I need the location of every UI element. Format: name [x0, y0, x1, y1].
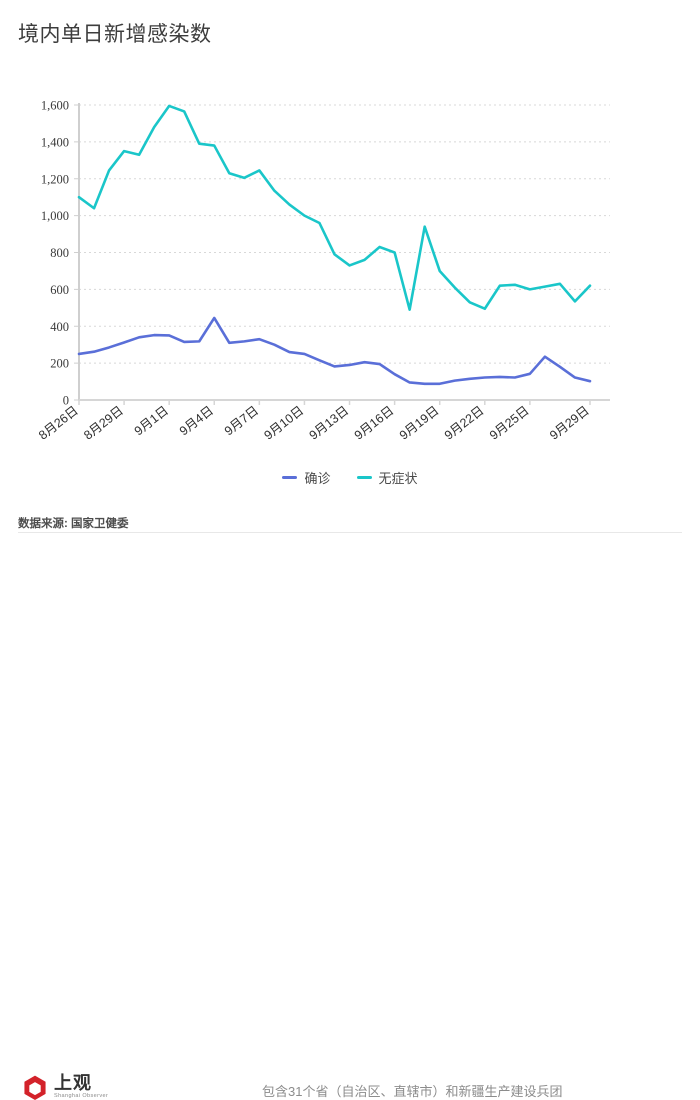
- legend-swatch-icon: [282, 476, 298, 479]
- footer-divider: [18, 532, 682, 533]
- y-tick-label: 200: [50, 357, 69, 371]
- y-tick-label: 800: [50, 246, 69, 260]
- legend-item-无症状[interactable]: 无症状: [356, 468, 418, 487]
- data-source-text: 数据来源: 国家卫健委: [18, 518, 129, 530]
- y-tick-label: 1,000: [41, 209, 69, 223]
- series-line-无症状: [77, 104, 592, 311]
- line-chart: 0 200 400 600 800 1,000 1,200 1,400 1,600 8月26日 8…: [36, 99, 610, 443]
- page-title: 境内单日新增感染数: [18, 23, 212, 46]
- y-tick-label: 600: [50, 283, 69, 297]
- y-tick-label: 1,600: [41, 99, 69, 113]
- series-line-确诊: [77, 316, 592, 386]
- x-tick-label: 9月4日: [177, 403, 216, 438]
- x-tick-label: 9月1日: [132, 403, 171, 438]
- x-tick-label: 8月29日: [81, 403, 126, 442]
- x-tick-label: 9月19日: [397, 403, 442, 442]
- shanghai-observer-hexagon-icon: [24, 1075, 46, 1100]
- y-tick-label: 0: [63, 394, 69, 408]
- chart-container: 0 200 400 600 800 1,000 1,200 1,400 1,600 8月26日 8…: [0, 60, 700, 460]
- y-tick-label: 1,200: [41, 172, 69, 186]
- gridlines: [79, 104, 610, 401]
- brand-text: 上观 Shanghai Observer: [54, 1074, 108, 1100]
- x-tick-label: 9月10日: [262, 403, 307, 442]
- x-tick-label: 9月7日: [222, 403, 261, 438]
- x-tick-label: 9月16日: [352, 403, 397, 442]
- x-tick-label: 8月26日: [36, 403, 81, 442]
- brand-name: 上观: [54, 1073, 92, 1094]
- legend-swatch-icon: [356, 476, 372, 479]
- brand-subtitle: Shanghai Observer: [54, 1093, 109, 1100]
- y-axis-tick-labels: 0 200 400 600 800 1,000 1,200 1,400 1,600: [41, 99, 79, 408]
- footer-note: 包含31个省（自治区、直辖市）和新疆生产建设兵团: [262, 1084, 563, 1099]
- x-axis-tick-labels: 8月26日 8月29日 9月1日 9月4日 9月7日 9月10日 9月13日 9月16日 9月1…: [36, 403, 592, 442]
- chart-legend: 确诊 无症状: [0, 468, 700, 487]
- x-tick-label: 9月13日: [307, 403, 352, 442]
- x-tick-label: 9月29日: [547, 403, 592, 442]
- legend-item-确诊[interactable]: 确诊: [282, 468, 331, 487]
- x-tick-label: 9月22日: [442, 403, 487, 442]
- y-tick-label: 1,400: [41, 135, 69, 149]
- brand-logo: 上观 Shanghai Observer: [22, 1074, 108, 1100]
- legend-label: 无症状: [378, 471, 418, 486]
- legend-label: 确诊: [304, 471, 331, 486]
- infographic-page: 境内单日新增感染数 0 200 400 600 800 1,000 1,200 1,400 1,…: [0, 23, 700, 1100]
- y-tick-label: 400: [50, 320, 69, 334]
- data-series-group: [77, 104, 592, 386]
- x-axis: [78, 399, 610, 405]
- x-tick-label: 9月25日: [487, 403, 532, 442]
- footer-bar: 上观 Shanghai Observer 包含31个省（自治区、直辖市）和新疆生…: [0, 533, 700, 1100]
